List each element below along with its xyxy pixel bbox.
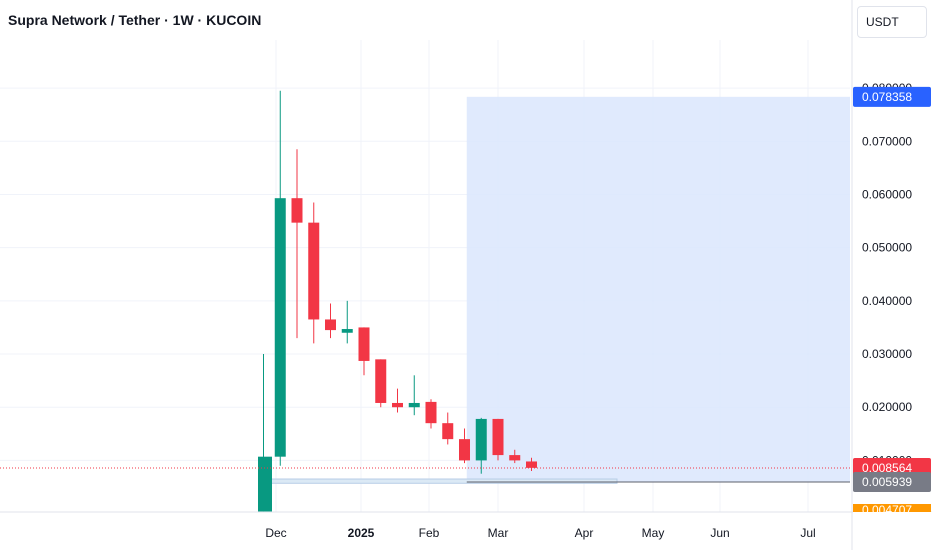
candle-body (308, 222, 320, 320)
candle-body (258, 456, 272, 512)
lower-band (261, 478, 618, 484)
price-badge-label: 0.008564 (862, 461, 912, 475)
price-tick-label: 0.020000 (862, 400, 912, 414)
chart-title: Supra Network / Tether · 1W · KUCOIN (8, 12, 262, 28)
candle-body (425, 401, 437, 424)
time-tick-label: Jul (800, 526, 815, 540)
time-tick-label: Dec (265, 526, 286, 540)
candle-0 (258, 354, 272, 512)
candle-body (475, 418, 487, 461)
price-tick-label: 0.070000 (862, 134, 912, 148)
candle-body (408, 402, 420, 408)
price-badge-bg (853, 472, 931, 493)
candle-8 (392, 388, 403, 413)
time-axis[interactable]: Dec 2025 Feb Mar Apr May Jun Jul (265, 526, 815, 540)
candle-body (392, 402, 403, 408)
candle-body (325, 319, 336, 331)
candle-3 (308, 202, 320, 344)
candle-body (375, 359, 387, 403)
highlight-zone (261, 96, 850, 484)
price-axis[interactable]: 0.070000 0.060000 0.050000 0.040000 0.030000… (862, 81, 912, 467)
candle-9 (408, 375, 420, 416)
price-tick-label: 0.050000 (862, 241, 912, 255)
price-lines (0, 467, 850, 483)
time-tick-label: Jun (710, 526, 729, 540)
candle-body (509, 455, 521, 461)
time-tick-label: May (642, 526, 665, 540)
candle-14 (492, 418, 504, 461)
candle-10 (425, 399, 437, 429)
candle-4 (325, 303, 336, 339)
candle-body (358, 327, 370, 361)
candle-body (341, 329, 353, 333)
candle-13 (475, 417, 487, 474)
candle-16 (526, 457, 537, 472)
price-badge-bg (853, 86, 931, 107)
time-tick-label: Feb (419, 526, 440, 540)
candle-15 (509, 449, 521, 464)
candle-body (442, 423, 454, 440)
candle-body (291, 198, 303, 223)
price-badge-blue: 0.078358 (853, 86, 931, 107)
candle-11 (442, 412, 454, 445)
time-tick-label: 2025 (348, 526, 375, 540)
candle-5 (341, 300, 353, 344)
candle-6 (358, 327, 370, 376)
time-tick-label: Mar (488, 526, 509, 540)
candle-1 (274, 90, 286, 466)
axis-cover (853, 512, 932, 550)
currency-selector-button[interactable]: USDT (857, 6, 927, 38)
price-tick-label: 0.030000 (862, 347, 912, 361)
candle-body (459, 439, 470, 461)
candle-body (526, 461, 537, 468)
candle-12 (459, 428, 470, 464)
candle-body (274, 198, 286, 457)
price-badge-gray: 0.005939 (853, 472, 931, 493)
candle-body (492, 418, 504, 456)
price-badge-label: 0.078358 (862, 90, 912, 104)
price-tick-label: 0.040000 (862, 294, 912, 308)
candle-2 (291, 149, 303, 339)
price-badge-label: 0.005939 (862, 475, 912, 489)
candles (258, 90, 537, 512)
candle-7 (375, 359, 387, 408)
time-tick-label: Apr (575, 526, 594, 540)
highlight-rect (466, 96, 850, 483)
price-tick-label: 0.060000 (862, 187, 912, 201)
